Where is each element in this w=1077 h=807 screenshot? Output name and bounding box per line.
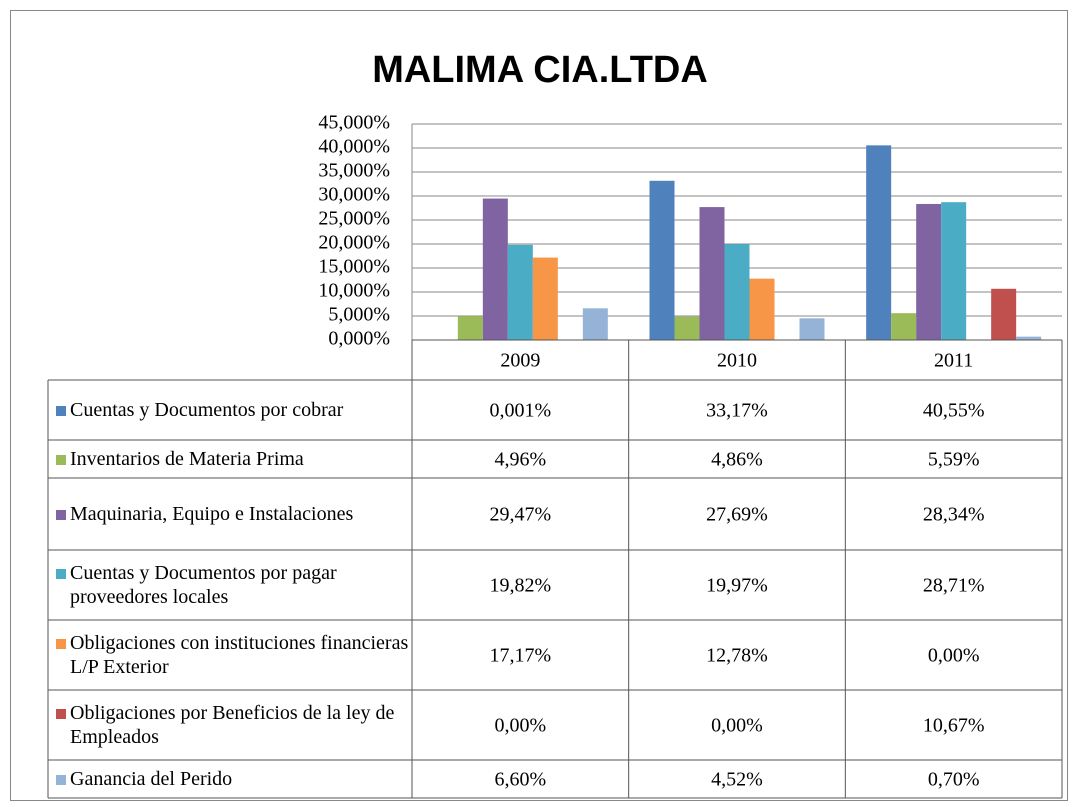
y-tick-label: 45,000% bbox=[318, 112, 390, 134]
legend-key bbox=[56, 775, 66, 785]
table-value: 4,86% bbox=[711, 449, 763, 471]
legend-entry: Ganancia del Perido bbox=[56, 760, 410, 798]
bar bbox=[891, 313, 917, 340]
legend-label: Obligaciones por Beneficios de la ley de… bbox=[70, 702, 395, 748]
table-value: 17,17% bbox=[489, 645, 551, 667]
bar bbox=[916, 203, 942, 340]
legend-cell: Cuentas y Documentos por pagar proveedor… bbox=[56, 550, 410, 620]
legend-key bbox=[56, 639, 66, 649]
table-value: 4,52% bbox=[711, 769, 763, 791]
table-value: 0,00% bbox=[928, 645, 980, 667]
bar bbox=[1016, 336, 1042, 340]
table-value: 4,96% bbox=[494, 449, 546, 471]
y-tick-label: 20,000% bbox=[318, 232, 390, 254]
chart-border bbox=[10, 10, 1068, 801]
legend-entry: Inventarios de Materia Prima bbox=[56, 440, 410, 478]
table-value: 0,00% bbox=[494, 715, 546, 737]
table-value: 33,17% bbox=[706, 400, 768, 422]
legend-cell: Inventarios de Materia Prima bbox=[56, 440, 410, 478]
y-tick-label: 10,000% bbox=[318, 280, 390, 302]
legend-text: Obligaciones por Beneficios de la ley de… bbox=[56, 701, 410, 749]
legend-label: Maquinaria, Equipo e Instalaciones bbox=[70, 503, 354, 525]
legend-key bbox=[56, 406, 66, 416]
chart-title: MALIMA CIA.LTDA bbox=[372, 49, 708, 91]
bar bbox=[582, 308, 608, 340]
legend-text: Maquinaria, Equipo e Instalaciones bbox=[56, 502, 353, 526]
bar bbox=[532, 257, 558, 340]
legend-cell: Obligaciones con instituciones financier… bbox=[56, 620, 410, 690]
bar bbox=[866, 145, 892, 340]
table-value: 40,55% bbox=[923, 400, 985, 422]
legend-key bbox=[56, 709, 66, 719]
legend-text: Cuentas y Documentos por cobrar bbox=[56, 398, 343, 422]
table-value: 10,67% bbox=[923, 715, 985, 737]
y-tick-label: 40,000% bbox=[318, 136, 390, 158]
legend-label: Cuentas y Documentos por pagar proveedor… bbox=[70, 562, 337, 608]
legend-key bbox=[56, 510, 66, 520]
legend-entry: Maquinaria, Equipo e Instalaciones bbox=[56, 478, 410, 550]
table-value: 0,001% bbox=[489, 400, 551, 422]
legend-entry: Cuentas y Documentos por pagar proveedor… bbox=[56, 550, 410, 620]
y-tick-label: 5,000% bbox=[328, 304, 390, 326]
table-value: 27,69% bbox=[706, 504, 768, 526]
bar bbox=[674, 316, 700, 340]
y-tick-label: 25,000% bbox=[318, 208, 390, 230]
bar bbox=[457, 316, 483, 340]
legend-text: Inventarios de Materia Prima bbox=[56, 447, 304, 471]
legend-label: Ganancia del Perido bbox=[70, 768, 233, 790]
bar bbox=[699, 207, 725, 340]
y-tick-label: 35,000% bbox=[318, 160, 390, 182]
legend-entry: Cuentas y Documentos por cobrar bbox=[56, 380, 410, 440]
legend-text: Cuentas y Documentos por pagar proveedor… bbox=[56, 561, 410, 609]
bar bbox=[649, 180, 675, 340]
legend-cell: Ganancia del Perido bbox=[56, 760, 410, 798]
table-value: 12,78% bbox=[706, 645, 768, 667]
table-value: 19,82% bbox=[489, 575, 551, 597]
table-value: 28,71% bbox=[923, 575, 985, 597]
legend-key bbox=[56, 455, 66, 465]
table-value: 0,70% bbox=[928, 769, 980, 791]
bar bbox=[749, 278, 775, 340]
bar bbox=[941, 202, 967, 340]
legend-entry: Obligaciones con instituciones financier… bbox=[56, 620, 410, 690]
legend-label: Inventarios de Materia Prima bbox=[70, 448, 304, 470]
legend-cell: Cuentas y Documentos por cobrar bbox=[56, 380, 410, 440]
table-header: 2009 bbox=[500, 350, 540, 372]
table-value: 28,34% bbox=[923, 504, 985, 526]
legend-entry: Obligaciones por Beneficios de la ley de… bbox=[56, 690, 410, 760]
table-header: 2010 bbox=[717, 350, 757, 372]
table-value: 0,00% bbox=[711, 715, 763, 737]
table-value: 29,47% bbox=[489, 504, 551, 526]
table-value: 6,60% bbox=[494, 769, 546, 791]
bar bbox=[507, 244, 533, 340]
legend-label: Cuentas y Documentos por cobrar bbox=[70, 399, 344, 421]
bar bbox=[991, 288, 1017, 340]
legend-cell: Obligaciones por Beneficios de la ley de… bbox=[56, 690, 410, 760]
legend-label: Obligaciones con instituciones financier… bbox=[70, 632, 409, 678]
bar bbox=[724, 244, 750, 340]
legend-cell: Maquinaria, Equipo e Instalaciones bbox=[56, 478, 410, 550]
y-tick-label: 0,000% bbox=[328, 328, 390, 350]
bar bbox=[799, 318, 825, 340]
legend-text: Ganancia del Perido bbox=[56, 767, 232, 791]
table-value: 5,59% bbox=[928, 449, 980, 471]
table-header: 2011 bbox=[934, 350, 973, 372]
table-value: 19,97% bbox=[706, 575, 768, 597]
bar bbox=[482, 198, 508, 340]
y-tick-label: 30,000% bbox=[318, 184, 390, 206]
legend-key bbox=[56, 569, 66, 579]
legend-text: Obligaciones con instituciones financier… bbox=[56, 631, 410, 679]
y-tick-label: 15,000% bbox=[318, 256, 390, 278]
